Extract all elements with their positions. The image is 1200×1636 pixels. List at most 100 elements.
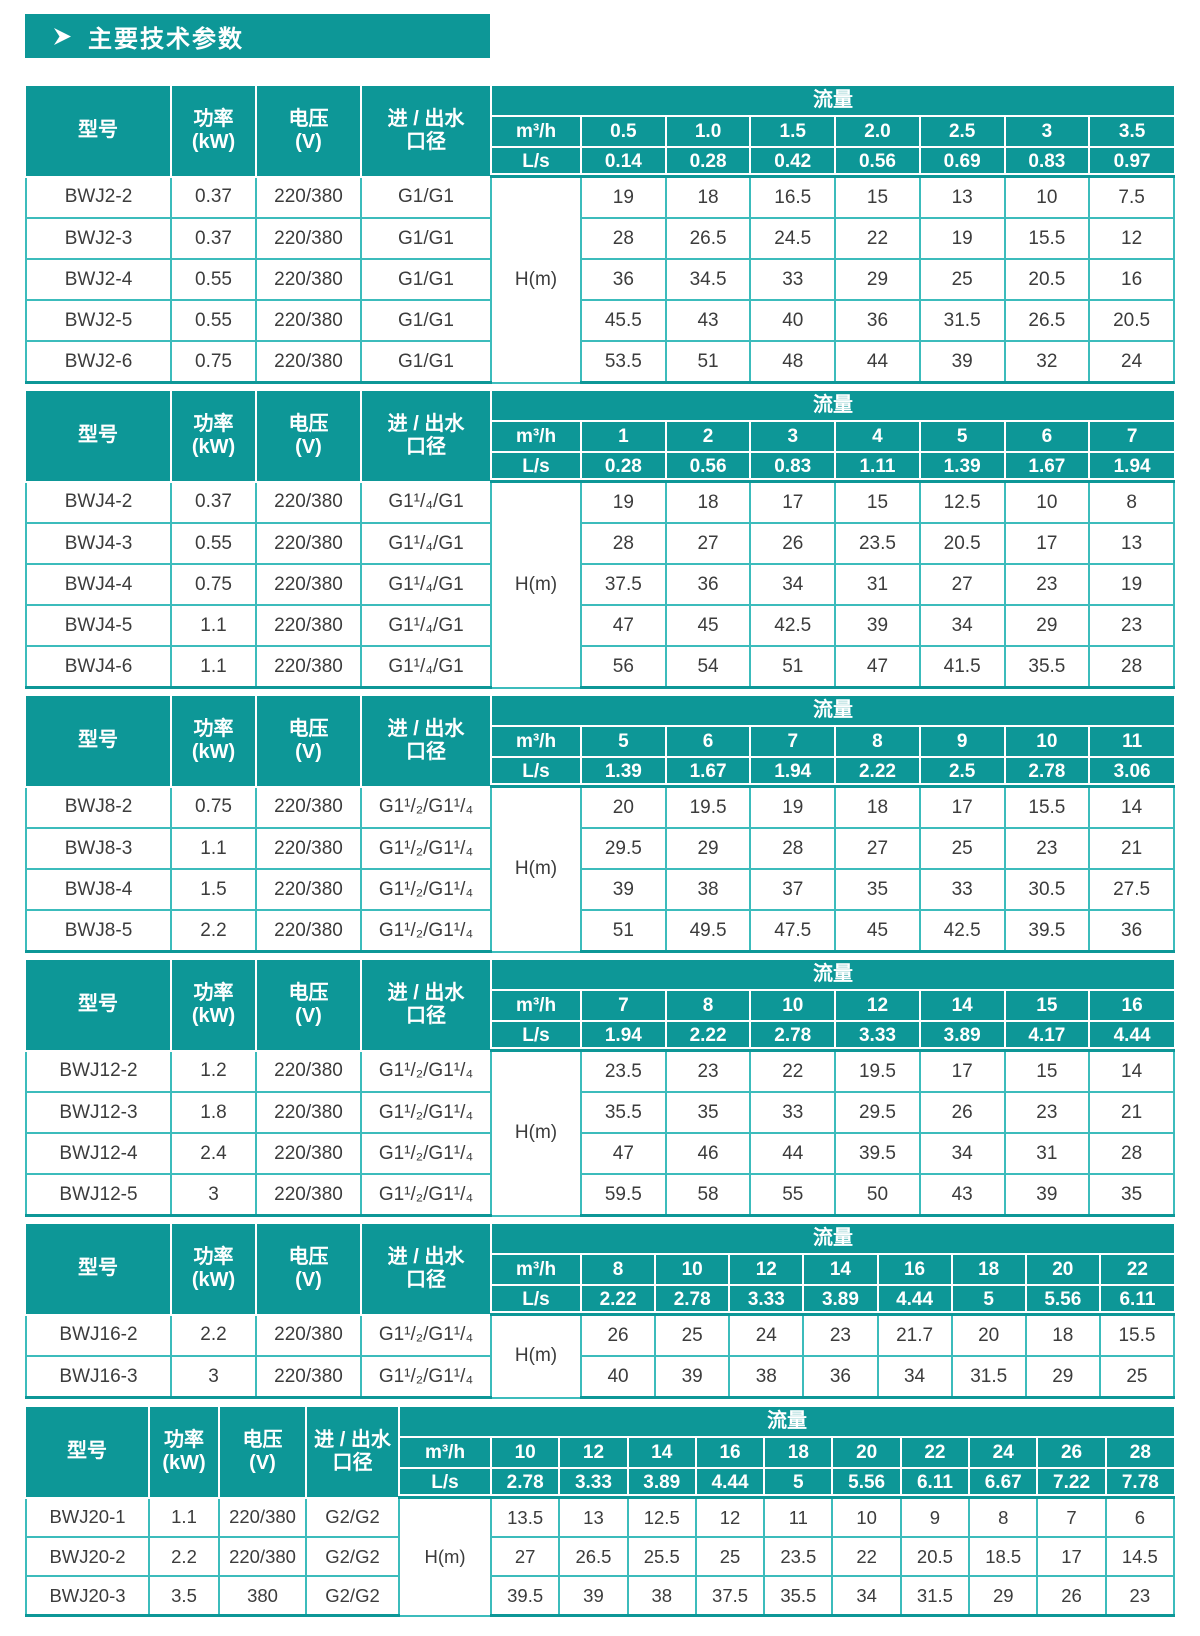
flow-ls-value: 4.17: [1003, 1020, 1091, 1052]
head-value-cell: 14: [1088, 786, 1175, 829]
head-value-cell: 21.7: [876, 1314, 953, 1357]
voltage-cell: 220/380: [255, 1091, 362, 1134]
model-cell: BWJ8-2: [25, 786, 172, 829]
voltage-cell: 380: [218, 1575, 307, 1617]
head-value-cell: 15: [834, 481, 921, 524]
flow-m3h-value: 3.5: [1088, 115, 1174, 148]
spec-table-bwj4-2: 型号 功率 (kW) 电压 (V) 进 / 出水 口径 流量 m³/h 1 2 3 4 5 6 7 L/s…: [25, 391, 1175, 689]
flow-ls-value: 7.22: [1036, 1467, 1107, 1499]
voltage-cell: 220/380: [218, 1497, 307, 1538]
head-value-cell: 28: [1088, 645, 1175, 689]
head-value-cell: 31: [834, 563, 921, 606]
flow-ls-value: 3.33: [728, 1284, 805, 1316]
head-value-cell: 29: [1024, 1355, 1101, 1399]
head-value-cell: 23: [1003, 563, 1091, 606]
flow-ls-value: 2.22: [579, 1284, 657, 1316]
head-value-cell: 29.5: [580, 827, 667, 870]
model-cell: BWJ2-3: [25, 217, 172, 260]
flow-m3h-value: 7: [1088, 420, 1174, 453]
head-value-cell: 54: [664, 645, 752, 689]
port-col-header: 进 / 出水 口径: [360, 391, 492, 483]
head-value-cell: 34.5: [664, 258, 752, 301]
port-cell: G1¹/₂/G1¹/₄: [360, 909, 492, 953]
voltage-cell: 220/380: [255, 909, 362, 953]
head-value-cell: 34: [749, 563, 837, 606]
port-cell: G1/G1: [360, 258, 492, 301]
voltage-col-header: 电压 (V): [218, 1407, 307, 1499]
model-cell: BWJ2-4: [25, 258, 172, 301]
head-value-cell: 36: [580, 258, 667, 301]
flow-ls-value: 6.67: [968, 1467, 1039, 1499]
head-value-cell: 45: [664, 604, 752, 647]
head-value-cell: 18: [834, 786, 921, 829]
head-value-cell: 51: [749, 645, 837, 689]
flow-m3h-value: 11: [1088, 725, 1174, 758]
voltage-col-header: 电压 (V): [255, 1224, 362, 1316]
flow-ls-value: 5.56: [1024, 1284, 1101, 1316]
head-value-cell: 51: [664, 340, 752, 384]
head-value-cell: 47.5: [749, 909, 837, 953]
model-cell: BWJ4-5: [25, 604, 172, 647]
voltage-cell: 220/380: [255, 604, 362, 647]
flow-m3h-value: 12: [558, 1436, 629, 1469]
power-cell: 0.55: [170, 258, 257, 301]
table-row: BWJ2-6 0.75 220/380 G1/G1 53.5 51 48 44 39 32 24: [25, 340, 1175, 384]
port-cell: G2/G2: [305, 1497, 400, 1538]
head-value-cell: 23.5: [580, 1050, 667, 1093]
flow-m3h-value: 5: [918, 420, 1006, 453]
head-value-cell: 7.5: [1088, 176, 1175, 219]
head-value-cell: 13: [558, 1497, 629, 1538]
flow-ls-value: 2.78: [749, 1020, 837, 1052]
head-value-cell: 18: [664, 481, 752, 524]
flow-ls-value: 5.56: [831, 1467, 902, 1499]
flow-m3h-value: 8: [664, 989, 752, 1022]
flow-unit-m3h: m³/h: [399, 1436, 492, 1469]
table-row: BWJ4-3 0.55 220/380 G1¹/₄/G1 28 27 26 23.5 20.5 1…: [25, 522, 1175, 565]
head-value-cell: 18: [664, 176, 752, 219]
flow-ls-value: 0.83: [1003, 146, 1091, 178]
head-value-cell: 47: [580, 1132, 667, 1175]
port-cell: G1¹/₂/G1¹/₄: [360, 868, 492, 911]
power-cell: 0.37: [170, 217, 257, 260]
head-value-cell: 31.5: [950, 1355, 1027, 1399]
flow-m3h-value: 2: [664, 420, 752, 453]
head-value-cell: 35: [834, 868, 921, 911]
head-value-cell: 34: [918, 604, 1006, 647]
head-value-cell: 49.5: [664, 909, 752, 953]
head-value-cell: 23: [1104, 1575, 1176, 1617]
head-value-cell: 39: [654, 1355, 731, 1399]
head-value-cell: 39.5: [1003, 909, 1091, 953]
head-value-cell: 13: [1088, 522, 1175, 565]
head-value-cell: 34: [876, 1355, 953, 1399]
voltage-cell: 220/380: [255, 340, 362, 384]
head-value-cell: 59.5: [580, 1173, 667, 1217]
head-value-cell: 15.5: [1003, 217, 1091, 260]
head-value-cell: 8: [968, 1497, 1039, 1538]
power-cell: 0.37: [170, 481, 257, 524]
head-value-cell: 27.5: [1088, 868, 1175, 911]
flow-m3h-value: 4: [834, 420, 921, 453]
model-cell: BWJ4-6: [25, 645, 172, 689]
model-cell: BWJ2-5: [25, 299, 172, 342]
model-cell: BWJ8-5: [25, 909, 172, 953]
flow-m3h-value: 18: [763, 1436, 834, 1469]
flow-header: 流量: [490, 86, 1174, 117]
flow-m3h-value: 6: [664, 725, 752, 758]
flow-unit-ls: L/s: [491, 1284, 582, 1316]
head-value-cell: 17: [1003, 522, 1091, 565]
head-value-cell: 39: [558, 1575, 629, 1617]
head-value-cell: 20: [580, 786, 667, 829]
power-cell: 0.75: [170, 340, 257, 384]
flow-unit-m3h: m³/h: [491, 725, 582, 758]
head-value-cell: 19: [580, 176, 667, 219]
power-cell: 1.1: [170, 645, 257, 689]
spec-table-bwj8-2: 型号 功率 (kW) 电压 (V) 进 / 出水 口径 流量 m³/h 5 6 7 8 9 10 11 L…: [25, 696, 1175, 953]
voltage-cell: 220/380: [255, 563, 362, 606]
head-unit-cell: H(m): [490, 1314, 582, 1399]
flow-unit-m3h: m³/h: [491, 989, 582, 1022]
head-value-cell: 50: [834, 1173, 921, 1217]
head-value-cell: 39.5: [834, 1132, 921, 1175]
power-cell: 1.1: [170, 827, 257, 870]
flow-ls-value: 2.5: [918, 756, 1006, 788]
